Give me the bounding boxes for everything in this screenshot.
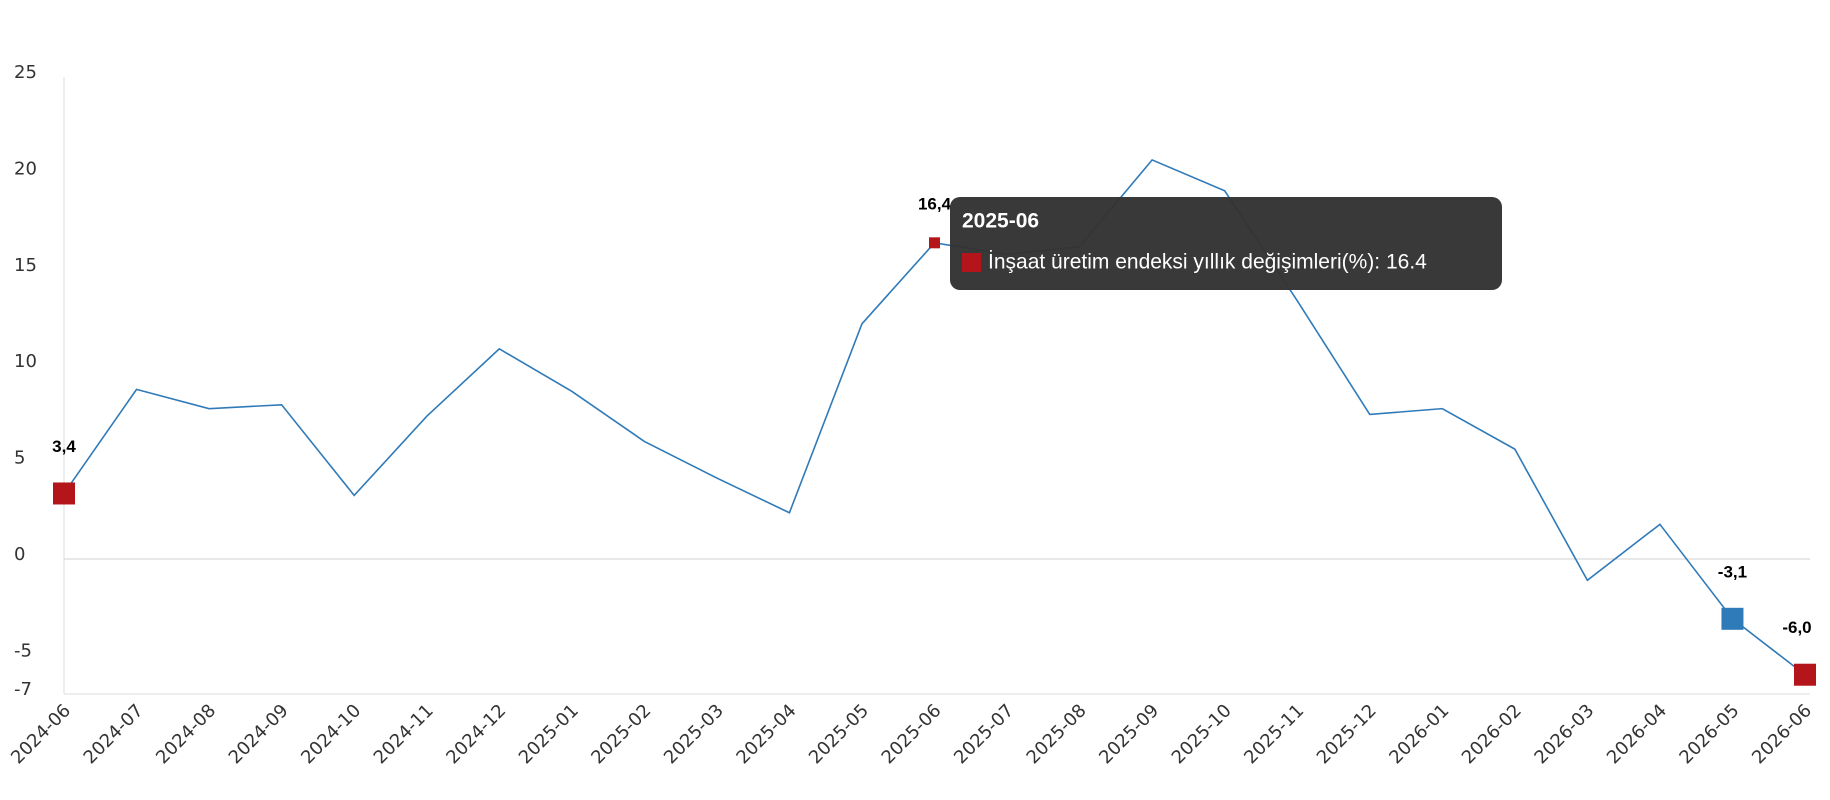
x-tick-label: 2025-10 [1168,700,1236,768]
tooltip: 2025-06 İnşaat üretim endeksi yıllık deği… [950,197,1502,290]
x-tick-label: 2026-05 [1675,700,1743,768]
x-tick-label: 2024-09 [225,700,293,768]
y-tick-label: -5 [14,640,32,661]
data-label: 16,4 [918,194,952,213]
data-label: 3,4 [52,437,76,456]
x-tick-label: 2024-07 [80,700,148,768]
marker [53,482,75,505]
x-tick-label: 2026-01 [1385,700,1453,768]
y-tick-label: 0 [14,544,25,565]
y-tick-label: -7 [14,679,32,700]
x-tick-label: 2025-08 [1023,700,1091,768]
x-tick-label: 2025-03 [660,700,728,768]
x-tick-label: 2024-10 [297,700,365,768]
x-tick-label: 2025-11 [1240,700,1308,768]
x-tick-label: 2026-02 [1458,700,1526,768]
marker [1794,663,1816,686]
tooltip-title: 2025-06 [962,210,1039,233]
tooltip-box [950,197,1502,290]
x-tick-label: 2025-02 [587,700,655,768]
x-tick-label: 2024-11 [370,700,438,768]
y-tick-label: 10 [14,351,37,372]
x-tick-label: 2026-06 [1748,700,1816,768]
y-tick-label: 20 [14,158,37,179]
x-tick-label: 2025-01 [515,700,583,768]
tooltip-swatch [962,253,981,272]
x-tick-label: 2026-04 [1603,700,1671,768]
x-tick-label: 2024-08 [152,700,220,768]
y-tick-label: 5 [14,448,25,469]
data-label: -6,0 [1782,618,1811,637]
y-tick-label: 25 [14,62,37,83]
x-tick-label: 2026-03 [1530,700,1598,768]
data-label: -3,1 [1718,562,1747,581]
marker [1721,607,1744,630]
line-series [63,158,1806,676]
x-tick-label: 2024-06 [7,700,75,768]
x-tick-label: 2025-06 [878,700,946,768]
y-tick-label: 15 [14,255,37,276]
x-tick-label: 2024-12 [442,700,510,768]
x-tick-label: 2025-12 [1313,700,1381,768]
x-tick-label: 2025-05 [805,700,873,768]
x-tick-label: 2025-04 [732,700,800,768]
x-tick-label: 2025-09 [1095,700,1163,768]
marker [929,237,940,249]
tooltip-text: İnşaat üretim endeksi yıllık değişimleri… [988,251,1427,274]
x-tick-label: 2025-07 [950,700,1018,768]
